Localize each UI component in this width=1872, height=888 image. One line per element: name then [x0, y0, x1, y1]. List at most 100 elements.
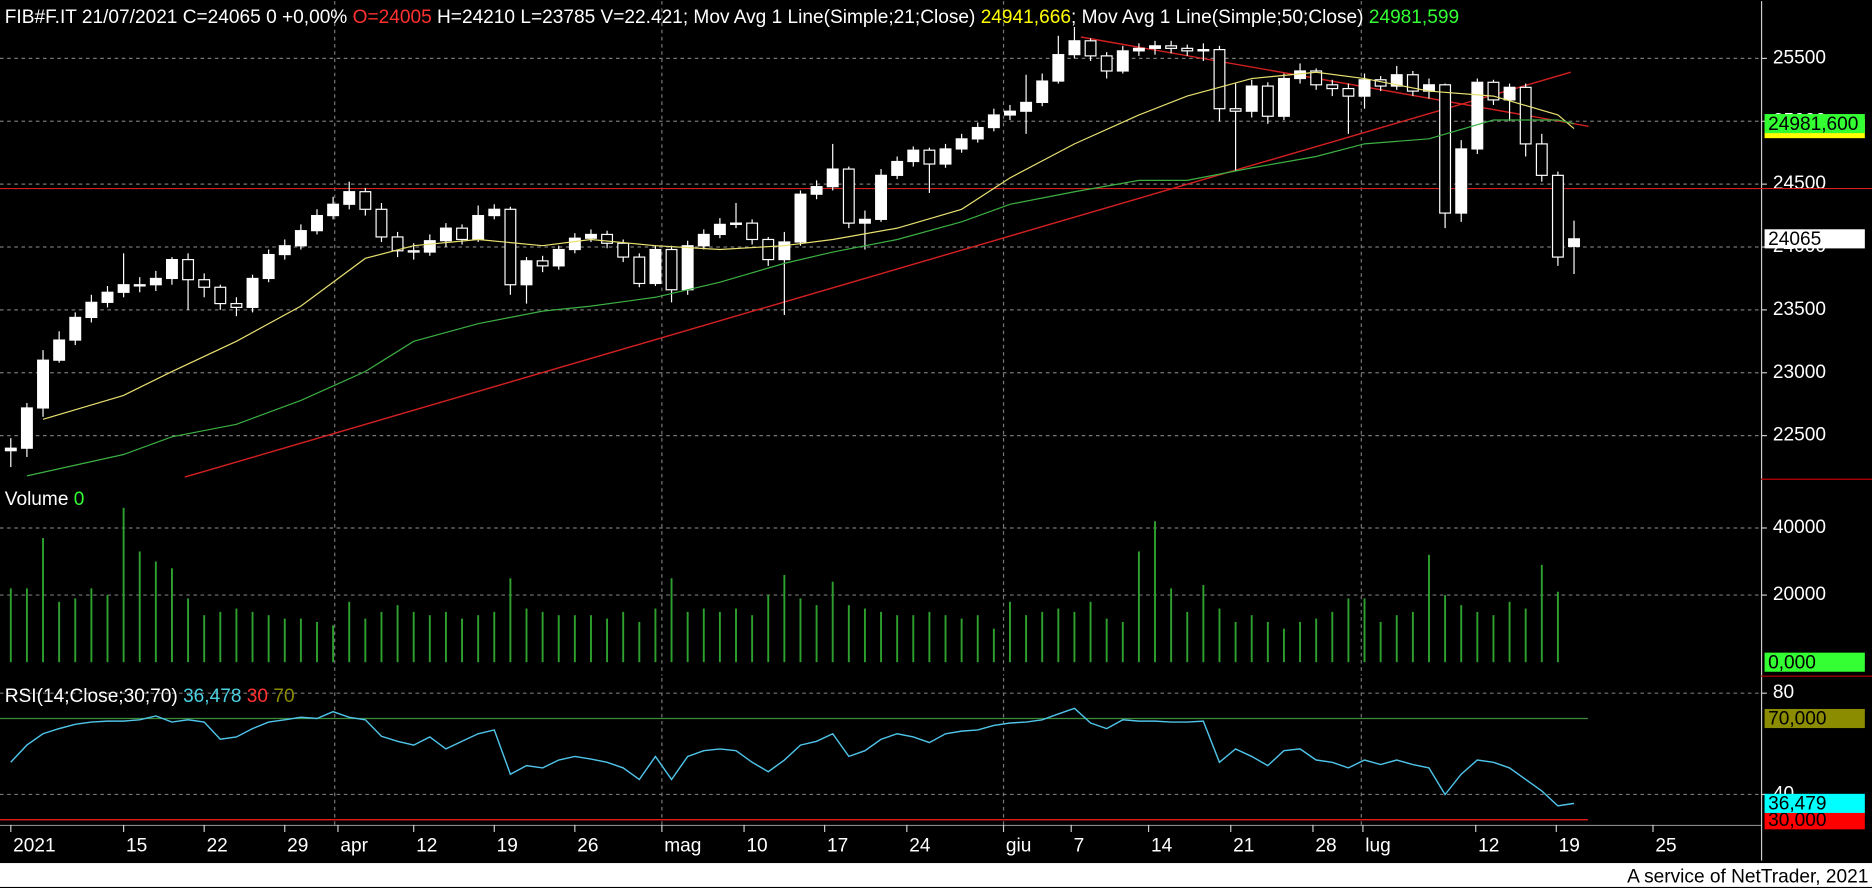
- volume-bar: [299, 618, 302, 663]
- volume-bar: [332, 625, 335, 663]
- value-badge: [1764, 810, 1865, 830]
- volume-bar: [735, 608, 737, 663]
- header-segment: FIB#F.IT 21/07/2021 C=24065 0 +0,00%: [5, 7, 353, 28]
- candle-body: [987, 114, 1000, 129]
- candle-body: [858, 218, 871, 224]
- candle-body: [262, 253, 275, 280]
- volume-bar: [138, 551, 141, 663]
- volume-bar: [670, 578, 673, 663]
- value-badge: [1764, 708, 1865, 729]
- panel-header: FIB#F.IT 21/07/2021 C=24065 0 +0,00% O=2…: [5, 7, 1459, 28]
- candle-body: [198, 279, 211, 288]
- volume-bar: [1508, 601, 1511, 663]
- volume-bar: [154, 561, 157, 663]
- x-tick-label: 28: [1315, 835, 1336, 856]
- candle-body: [343, 191, 356, 205]
- volume-bar: [606, 618, 609, 663]
- volume-bar: [686, 611, 689, 663]
- volume-bar: [1041, 611, 1044, 663]
- volume-bar: [1186, 611, 1189, 663]
- candle-body: [37, 359, 49, 409]
- header-segment: 70: [268, 686, 295, 707]
- header-segment: H=24210 L=23785 V=22.421: [432, 7, 683, 28]
- candle-body: [875, 174, 888, 220]
- candle-body: [214, 286, 227, 305]
- volume-bar: [251, 611, 254, 663]
- candle-body: [1326, 84, 1339, 90]
- volume-bar: [541, 611, 544, 663]
- volume-bar: [1540, 564, 1543, 663]
- header-segment: ; Mov Avg 1 Line(Simple;21;Close): [683, 7, 981, 28]
- candle-body: [1390, 74, 1403, 87]
- candle-body: [730, 222, 742, 225]
- volume-bar: [1556, 591, 1559, 663]
- value-badge-label: 0,000: [1768, 652, 1816, 673]
- candle-body: [182, 258, 195, 281]
- volume-bar: [831, 581, 834, 663]
- candle-body: [1503, 86, 1516, 101]
- candle-body: [1052, 54, 1065, 82]
- candle-body: [407, 250, 420, 253]
- volume-bar: [992, 628, 995, 663]
- volume-bar: [767, 595, 770, 663]
- value-badge: [1764, 114, 1865, 134]
- candle-body: [746, 222, 759, 241]
- volume-bar: [316, 621, 318, 663]
- candle-body: [1197, 49, 1210, 52]
- volume-bar: [42, 538, 44, 663]
- volume-bar: [622, 611, 625, 663]
- volume-bar: [1460, 605, 1463, 663]
- volume-bar: [74, 598, 77, 663]
- candle-body: [1277, 77, 1290, 117]
- candle-body: [601, 233, 614, 244]
- volume-bar: [1121, 621, 1124, 663]
- candle-body: [165, 258, 178, 280]
- candle-body: [584, 233, 597, 239]
- moving-average: [26, 119, 1575, 477]
- x-tick-label: 17: [827, 835, 848, 856]
- volume-bar: [960, 618, 963, 663]
- volume-bar: [187, 598, 190, 663]
- candle-body: [311, 214, 323, 232]
- volume-bar: [1025, 615, 1028, 663]
- volume-bar: [396, 605, 399, 663]
- volume-bar: [1395, 615, 1398, 663]
- y-tick-label: 80: [1773, 682, 1794, 703]
- candle-body: [391, 236, 404, 252]
- x-tick-label: 19: [497, 835, 518, 856]
- candle-body: [1036, 80, 1049, 104]
- value-badge-label: 30,000: [1768, 810, 1826, 831]
- candle-body: [439, 227, 452, 242]
- candle-body: [69, 316, 82, 341]
- candle-body: [294, 230, 307, 247]
- x-tick-label: 25: [1655, 835, 1676, 856]
- volume-bar: [477, 615, 480, 663]
- volume-bar: [219, 611, 222, 663]
- volume-bar: [1315, 618, 1318, 663]
- candle-body: [327, 203, 340, 217]
- candle-body: [278, 245, 291, 256]
- candle-body: [1310, 70, 1323, 86]
- candle-body: [552, 248, 565, 267]
- value-badge-label: 36,479: [1768, 794, 1826, 815]
- volume-bar: [1266, 621, 1269, 663]
- volume-bar: [751, 615, 754, 663]
- volume-bar: [944, 615, 947, 663]
- volume-bar: [702, 608, 705, 663]
- candle-body: [633, 256, 646, 285]
- header-segment: Volume: [5, 489, 74, 510]
- y-tick-label: 25500: [1773, 47, 1826, 68]
- moving-average: [42, 71, 1575, 420]
- volume-bar: [364, 618, 367, 663]
- trend-line: [1080, 36, 1589, 128]
- volume-bar: [1089, 601, 1092, 663]
- candle-body: [1068, 40, 1081, 56]
- volume-bar: [25, 588, 28, 663]
- candle-body: [53, 339, 66, 361]
- volume-bar: [799, 598, 802, 663]
- volume-bar: [1073, 611, 1076, 663]
- candle-body: [4, 447, 17, 452]
- y-tick-label: 23500: [1773, 299, 1826, 320]
